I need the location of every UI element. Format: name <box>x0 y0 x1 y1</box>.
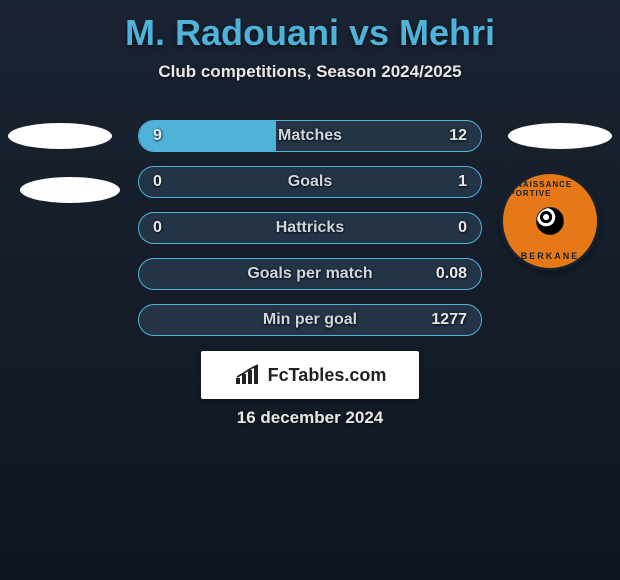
player1-badge-placeholder-2 <box>20 177 120 203</box>
stat-label: Hattricks <box>139 213 481 243</box>
brand-text: FcTables.com <box>268 365 387 386</box>
stat-label: Matches <box>139 121 481 151</box>
player2-badge-placeholder-1 <box>508 123 612 149</box>
club-logo-top-text: RENAISSANCE SPORTIVE <box>503 180 597 198</box>
stat-label: Goals per match <box>139 259 481 289</box>
stat-label: Min per goal <box>139 305 481 335</box>
stat-value-right: 1 <box>458 167 467 197</box>
subtitle: Club competitions, Season 2024/2025 <box>0 62 620 82</box>
player1-badge-placeholder-1 <box>8 123 112 149</box>
stat-value-right: 1277 <box>431 305 467 335</box>
stat-row: 0Hattricks0 <box>138 212 482 244</box>
date-label: 16 december 2024 <box>0 408 620 428</box>
stat-row: Min per goal1277 <box>138 304 482 336</box>
stat-row: 9Matches12 <box>138 120 482 152</box>
stat-row: Goals per match0.08 <box>138 258 482 290</box>
club-logo-bottom-text: BERKANE <box>521 251 580 261</box>
stat-label: Goals <box>139 167 481 197</box>
stat-row: 0Goals1 <box>138 166 482 198</box>
player2-club-logo: RENAISSANCE SPORTIVE BERKANE <box>500 171 600 271</box>
stats-comparison-list: 9Matches120Goals10Hattricks0Goals per ma… <box>138 120 482 350</box>
brand-badge: FcTables.com <box>201 351 419 399</box>
club-logo-ball-icon <box>536 207 564 235</box>
stat-value-right: 12 <box>449 121 467 151</box>
stat-value-right: 0 <box>458 213 467 243</box>
brand-chart-icon <box>234 364 262 386</box>
stat-value-right: 0.08 <box>436 259 467 289</box>
page-title: M. Radouani vs Mehri <box>0 0 620 54</box>
